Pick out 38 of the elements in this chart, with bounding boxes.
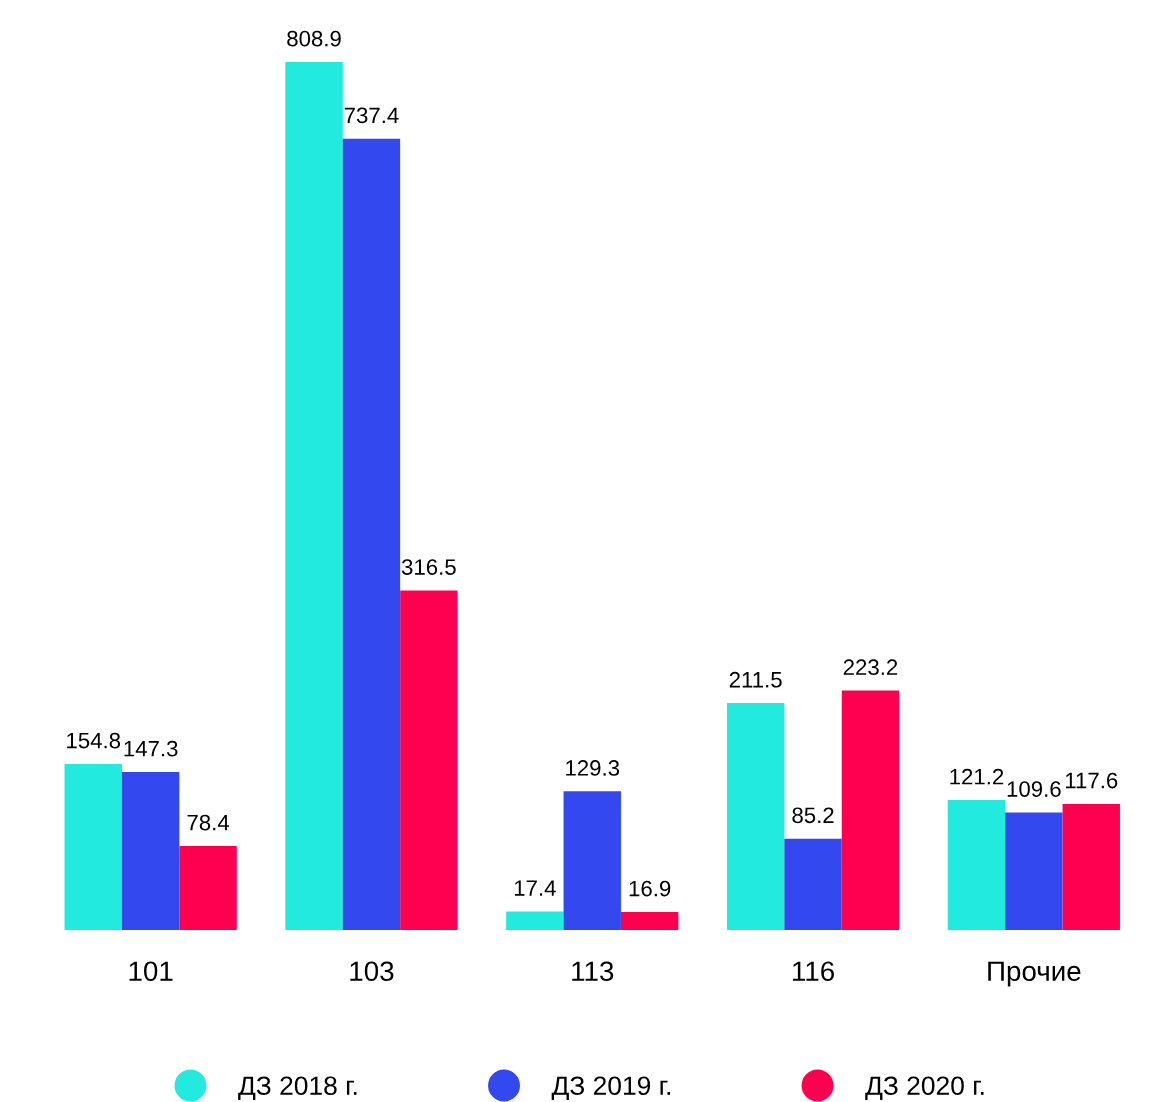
bar xyxy=(620,911,679,931)
data-label: 85.2 xyxy=(792,807,834,824)
bar xyxy=(784,838,842,931)
data-label: 211.5 xyxy=(729,671,782,688)
legend-label: ДЗ 2020 г. xyxy=(865,1076,984,1101)
bar xyxy=(285,62,343,931)
x-tick-label: 101 xyxy=(129,961,173,982)
data-label: 109.6 xyxy=(1007,781,1061,797)
bar xyxy=(947,800,1006,931)
data-label: 17.4 xyxy=(514,880,556,896)
x-tick-label: 103 xyxy=(350,961,394,982)
bar xyxy=(1005,812,1063,931)
data-label: 223.2 xyxy=(843,659,898,676)
bar xyxy=(64,763,122,931)
legend-label: ДЗ 2019 г. xyxy=(551,1076,670,1101)
bar xyxy=(563,791,621,931)
bar xyxy=(841,690,900,931)
bar xyxy=(726,703,785,931)
bar xyxy=(400,590,458,931)
x-tick-label: 113 xyxy=(572,961,614,982)
data-label: 129.3 xyxy=(566,760,620,776)
data-label: 154.8 xyxy=(67,732,121,749)
data-label: 16.9 xyxy=(629,880,671,897)
data-label: 808.9 xyxy=(287,30,341,47)
legend-label: ДЗ 2018 г. xyxy=(238,1076,357,1101)
bar xyxy=(506,911,564,931)
data-label: 78.4 xyxy=(187,814,230,831)
bar xyxy=(342,138,401,931)
x-tick-label: 116 xyxy=(793,961,834,982)
data-label: 117.6 xyxy=(1065,772,1118,789)
data-label: 121.2 xyxy=(950,768,1004,785)
bar xyxy=(179,845,237,931)
bar xyxy=(1062,803,1120,931)
data-label: 737.4 xyxy=(344,107,399,124)
x-tick-label: Прочие xyxy=(988,961,1081,987)
bar xyxy=(121,772,180,931)
data-label: 147.3 xyxy=(124,740,178,757)
data-label: 316.5 xyxy=(401,559,456,575)
